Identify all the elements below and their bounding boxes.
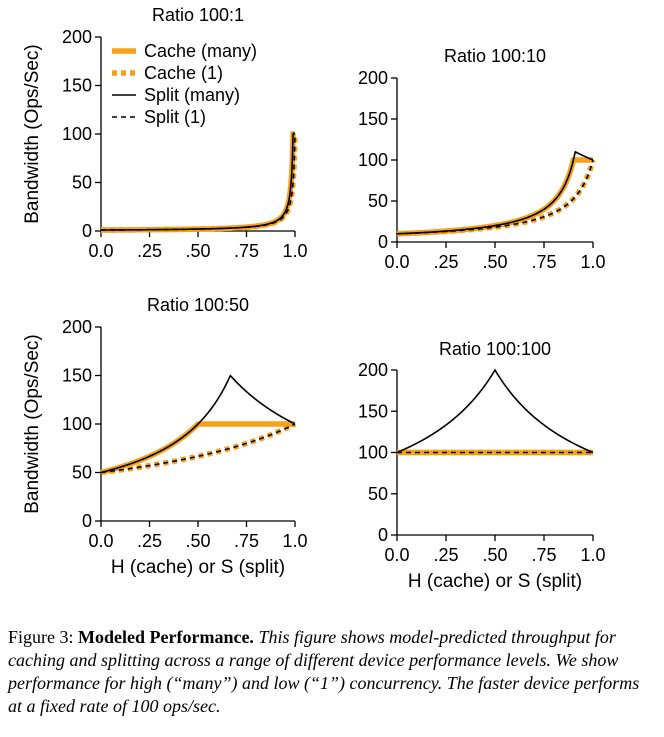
caption-body: This figure shows model-predicted throug… — [8, 627, 640, 716]
x-axis-label: H (cache) or S (split) — [111, 557, 285, 578]
y-tick-label: 0 — [82, 511, 92, 531]
chart-title: Ratio 100:1 — [152, 5, 244, 25]
series-line-split-many — [396, 368, 594, 454]
x-tick-label: 1.0 — [580, 252, 605, 272]
legend-item-split-one: Split (1) — [112, 107, 206, 127]
y-tick-label: 200 — [62, 27, 92, 47]
figure-caption: Figure 3: Modeled Performance. This figu… — [8, 626, 656, 718]
series-line-split-one — [100, 423, 296, 474]
y-tick-label: 150 — [358, 109, 388, 129]
chart-panel-3: Ratio 100:50 0 50 100 150 200 0.0 .25 .50 .75 1.0 H… — [22, 295, 308, 578]
x-tick-label: .25 — [137, 241, 162, 261]
x-tick-label: .50 — [482, 545, 507, 565]
series-line-cache-many — [101, 131, 296, 233]
x-tick-label: 1.0 — [282, 531, 307, 551]
y-tick-label: 50 — [72, 463, 92, 483]
x-tick-label: 0.0 — [384, 252, 409, 272]
x-tick-label: .50 — [482, 252, 507, 272]
x-tick-label: .75 — [531, 252, 556, 272]
y-tick-label: 50 — [368, 191, 388, 211]
chart-panel-2: Ratio 100:10 0 50 100 150 200 0.0 .25 .50 .75 1.0 — [358, 46, 606, 272]
chart-panel-1: Ratio 100:1 0 50 100 150 200 0.0 .25 .50 .75 1.0 Ba… — [22, 5, 308, 261]
legend-label: Cache (1) — [144, 63, 223, 83]
y-tick-label: 200 — [62, 317, 92, 337]
y-tick-label: 50 — [72, 173, 92, 193]
y-tick-label: 0 — [82, 221, 92, 241]
caption-label: Figure 3: — [8, 627, 74, 647]
x-tick-label: .75 — [531, 545, 556, 565]
series-line-cache-many — [100, 421, 295, 476]
series-line-cache-many — [396, 157, 593, 237]
y-tick-label: 50 — [368, 484, 388, 504]
y-tick-label: 150 — [62, 76, 92, 96]
series-line-split-many — [396, 150, 594, 235]
x-tick-label: .25 — [433, 252, 458, 272]
series-line-split-one — [396, 159, 594, 235]
y-tick-label: 200 — [358, 360, 388, 380]
y-tick-label: 150 — [358, 401, 388, 421]
y-axis-label: Bandwidth (Ops/Sec) — [22, 334, 43, 514]
y-tick-label: 200 — [358, 68, 388, 88]
x-tick-label: .50 — [185, 531, 210, 551]
legend-label: Split (1) — [144, 107, 206, 127]
legend-item-cache-one: Cache (1) — [112, 63, 223, 83]
series-line-cache-one — [101, 133, 298, 233]
y-axis-label: Bandwidth (Ops/Sec) — [22, 44, 43, 224]
x-tick-label: 0.0 — [88, 241, 113, 261]
x-tick-label: .75 — [234, 241, 259, 261]
series-line-split-many — [100, 374, 296, 474]
y-tick-label: 0 — [378, 232, 388, 252]
legend-item-cache-many: Cache (many) — [112, 41, 257, 61]
y-tick-label: 0 — [378, 525, 388, 545]
y-tick-label: 100 — [62, 414, 92, 434]
series-line-cache-one — [396, 159, 596, 237]
x-tick-label: 1.0 — [282, 241, 307, 261]
x-tick-label: .50 — [185, 241, 210, 261]
caption-title: Modeled Performance. — [78, 627, 254, 647]
y-tick-label: 100 — [358, 443, 388, 463]
chart-title: Ratio 100:10 — [444, 46, 546, 66]
legend-label: Cache (many) — [144, 41, 257, 61]
y-tick-label: 150 — [62, 366, 92, 386]
x-tick-label: 0.0 — [88, 531, 113, 551]
series-line-split-one — [101, 133, 296, 231]
y-tick-label: 100 — [358, 150, 388, 170]
x-tick-label: .25 — [433, 545, 458, 565]
chart-title: Ratio 100:100 — [439, 339, 551, 359]
chart-panel-4: Ratio 100:100 0 50 100 150 200 0.0 .25 .50 .75 1.0… — [358, 339, 606, 592]
x-tick-label: 1.0 — [580, 545, 605, 565]
x-axis-label: H (cache) or S (split) — [408, 571, 582, 592]
x-tick-label: .75 — [234, 531, 259, 551]
chart-title: Ratio 100:50 — [147, 295, 249, 315]
series-line-split-many — [101, 132, 296, 231]
legend-label: Split (many) — [144, 85, 240, 105]
x-tick-label: .25 — [137, 531, 162, 551]
y-tick-label: 100 — [62, 124, 92, 144]
legend-item-split-many: Split (many) — [112, 85, 240, 105]
legend: Cache (many)Cache (1)Split (many)Split (… — [112, 41, 257, 127]
x-tick-label: 0.0 — [384, 545, 409, 565]
